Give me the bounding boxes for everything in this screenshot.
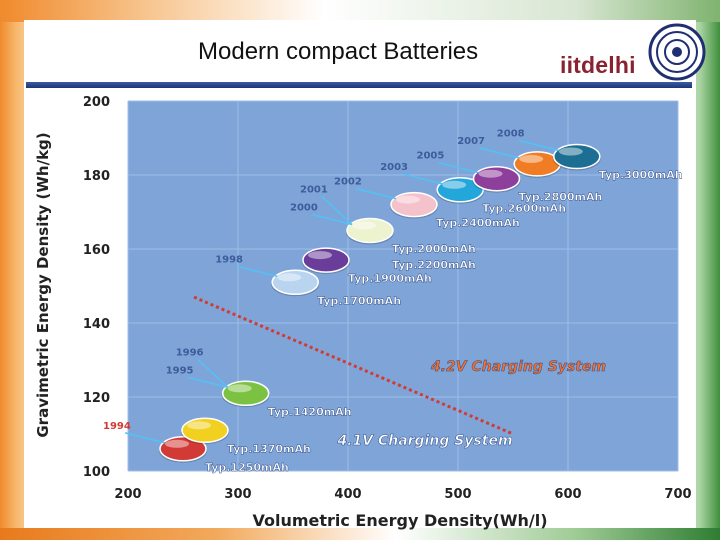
year-leader-line — [124, 432, 166, 444]
year-leader-line — [197, 358, 229, 388]
year-leader-line — [187, 376, 228, 389]
y-tick-label: 140 — [83, 317, 110, 332]
data-point — [472, 165, 521, 192]
year-label: 2000 — [290, 203, 318, 214]
y-tick-label: 180 — [83, 169, 110, 184]
year-leader-line — [479, 147, 520, 159]
data-point — [159, 436, 207, 462]
marker-highlight — [558, 147, 583, 156]
y-axis-label: Gravimetric Energy Density (Wh/kg) — [34, 132, 52, 437]
year-leader-line — [321, 195, 353, 226]
marker-highlight — [187, 421, 211, 430]
point-label: Typ.3000mAh — [599, 169, 683, 182]
charging-annotation: 4.1V Charging System — [336, 433, 512, 449]
x-tick-label: 400 — [334, 487, 361, 502]
x-tick-label: 200 — [114, 487, 141, 502]
year-label: 1995 — [166, 365, 194, 376]
point-label: Typ.1420mAh — [268, 405, 352, 418]
point-label: Typ.2800mAh — [519, 191, 603, 204]
brand-wordmark: iitdelhi — [560, 52, 636, 78]
marker-highlight — [478, 169, 503, 178]
year-label: 1998 — [215, 254, 243, 265]
x-tick-label: 700 — [664, 487, 691, 502]
data-point — [302, 247, 350, 273]
chart-annotations: 4.2V Charging System 4.1V Charging System — [336, 359, 606, 450]
y-tick-label: 160 — [83, 243, 110, 258]
point-label: Typ.2600mAh — [482, 202, 566, 215]
marker-highlight — [165, 439, 189, 448]
marker-highlight — [308, 251, 332, 260]
year-leader-line — [518, 139, 559, 152]
slide-bottom-band — [0, 528, 720, 540]
point-label: Typ.2200mAh — [392, 259, 476, 272]
x-tick-labels: 200 300 400 500 600 700 — [114, 487, 691, 502]
slide-title: Modern compact Batteries — [198, 38, 479, 65]
marker-highlight — [396, 195, 420, 204]
charging-system-divider — [193, 295, 514, 436]
x-tick-label: 600 — [554, 487, 581, 502]
x-axis-label: Volumetric Energy Density(Wh/l) — [252, 511, 547, 530]
year-label: 2003 — [380, 162, 408, 173]
year-label: 1994 — [103, 421, 131, 432]
marker-highlight — [277, 273, 302, 282]
point-label: Typ.1250mAh — [205, 461, 289, 474]
year-label: 1996 — [176, 347, 204, 358]
year-leader-line — [311, 213, 353, 226]
slide-top-band — [0, 0, 720, 22]
data-point — [271, 269, 319, 296]
point-label: Typ.1900mAh — [348, 272, 432, 285]
y-tick-label: 200 — [83, 95, 110, 110]
marker-highlight — [519, 154, 544, 163]
year-label: 2008 — [497, 129, 525, 140]
data-point — [346, 217, 394, 244]
charging-annotation: 4.2V Charging System — [430, 359, 606, 375]
header-divider — [26, 82, 692, 88]
y-tick-label: 120 — [83, 391, 110, 406]
marker-highlight — [352, 221, 376, 230]
year-label: 2001 — [300, 185, 328, 196]
year-leader-line — [402, 173, 443, 185]
x-tick-label: 500 — [444, 487, 471, 502]
marker-highlight — [442, 180, 467, 189]
x-tick-label: 300 — [224, 487, 251, 502]
point-label: Typ.2000mAh — [392, 243, 476, 256]
y-tick-labels: 100 120 140 160 180 200 — [83, 95, 110, 480]
year-label: 2007 — [457, 136, 485, 147]
data-point — [181, 417, 229, 444]
year-label: 2005 — [417, 151, 445, 162]
data-markers: Typ.1250mAh 1994 Typ.1370mAh Typ.1420mAh 199… — [103, 129, 683, 474]
year-leader-line — [438, 161, 479, 174]
marker-highlight — [227, 384, 252, 393]
year-leader-line — [355, 187, 397, 200]
point-label: Typ.1370mAh — [227, 442, 311, 455]
point-label: Typ.1700mAh — [317, 294, 401, 307]
data-point — [390, 191, 438, 218]
data-point — [436, 177, 484, 203]
y-tick-label: 100 — [83, 465, 110, 480]
year-leader-line — [237, 265, 278, 278]
year-label: 2002 — [334, 177, 362, 188]
data-point — [553, 143, 601, 170]
data-point — [221, 380, 270, 407]
point-label: Typ.2400mAh — [436, 217, 520, 230]
